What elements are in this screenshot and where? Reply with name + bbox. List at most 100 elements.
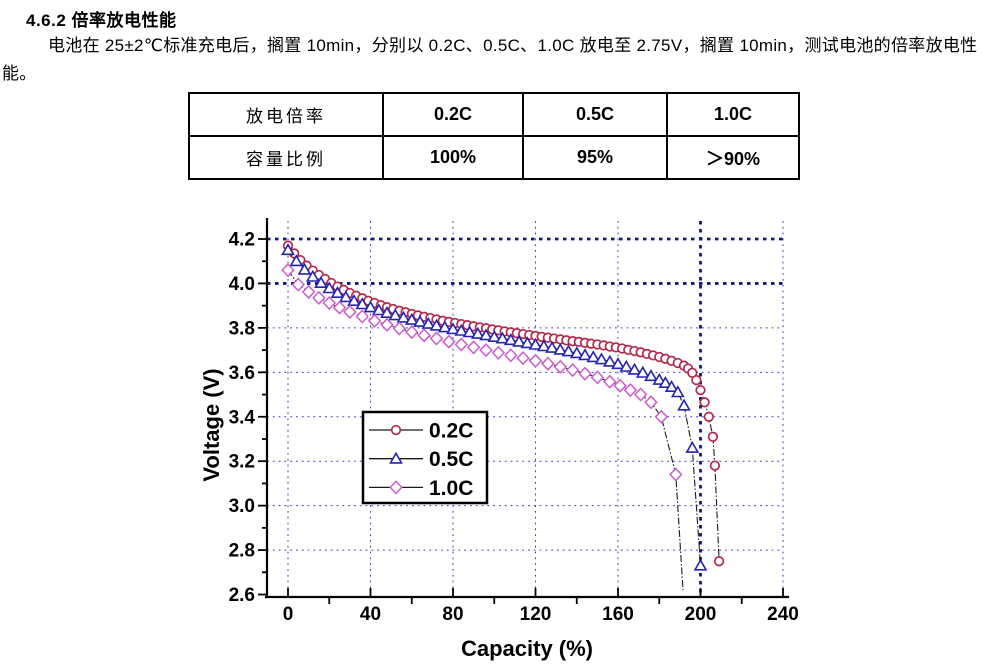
triangle-marker bbox=[545, 340, 559, 353]
discharge-curve-chart: 0 40 80 120 160 200 240 2.6 2.8 3.0 3.2 3.4 3.6 3.8 4… bbox=[199, 218, 799, 661]
triangle-marker bbox=[413, 314, 427, 327]
diamond-marker bbox=[516, 351, 530, 366]
diamond-marker bbox=[389, 480, 403, 495]
legend-label: 0.5C bbox=[429, 448, 473, 471]
triangle-marker bbox=[462, 325, 477, 338]
circle-marker bbox=[390, 424, 402, 436]
diamond-marker bbox=[392, 321, 407, 336]
triangle-marker bbox=[470, 326, 485, 339]
triangle-marker bbox=[594, 352, 609, 365]
triangle-marker bbox=[404, 312, 419, 325]
diamond-marker bbox=[355, 309, 370, 324]
diamond-marker bbox=[491, 345, 506, 360]
triangle-marker bbox=[561, 344, 576, 357]
triangle-marker bbox=[635, 365, 650, 378]
circle-marker bbox=[707, 431, 719, 442]
y-tick-label: 3.8 bbox=[229, 318, 255, 339]
diamond-marker bbox=[429, 331, 444, 346]
triangle-marker bbox=[322, 281, 337, 294]
diamond-marker bbox=[479, 343, 493, 358]
triangle-marker bbox=[586, 350, 601, 363]
value-cell: 100% bbox=[382, 135, 524, 180]
value-cell: ＞90% bbox=[666, 135, 800, 180]
y-tick-label: 3.0 bbox=[229, 496, 255, 517]
triangle-marker bbox=[363, 300, 378, 313]
y-tick-label: 4.2 bbox=[229, 230, 255, 251]
diamond-marker bbox=[654, 409, 669, 424]
triangle-marker bbox=[347, 293, 361, 307]
triangle-marker bbox=[421, 316, 436, 329]
y-tick-label: 3.4 bbox=[229, 407, 256, 428]
diamond-marker bbox=[291, 277, 306, 292]
y-tick-label: 3.2 bbox=[229, 452, 255, 473]
diamond-marker bbox=[504, 348, 518, 363]
triangle-marker bbox=[528, 337, 543, 350]
triangle-marker bbox=[429, 318, 444, 331]
diamond-marker bbox=[312, 290, 326, 305]
table-row: 放电倍率 0.2C 0.5C 1.0C bbox=[188, 92, 800, 137]
triangle-marker bbox=[437, 320, 452, 333]
section-heading: 4.6.2 倍率放电性能 bbox=[26, 11, 177, 30]
triangle-marker bbox=[520, 336, 535, 349]
triangle-marker bbox=[297, 262, 312, 275]
triangle-marker bbox=[578, 348, 592, 361]
diamond-marker bbox=[553, 359, 568, 374]
diamond-marker bbox=[454, 337, 469, 352]
triangle-marker bbox=[652, 372, 667, 385]
triangle-marker bbox=[495, 331, 510, 344]
y-axis-title: Voltage (V) bbox=[199, 368, 224, 481]
circle-marker bbox=[695, 384, 706, 396]
triangle-marker bbox=[281, 243, 295, 256]
y-tick-label: 2.8 bbox=[229, 541, 255, 562]
gridlines bbox=[267, 221, 784, 596]
triangle-marker bbox=[693, 558, 708, 571]
legend-label: 1.0C bbox=[429, 477, 473, 500]
rate-discharge-table-body: 放电倍率 0.2C 0.5C 1.0C 容量比例 100% 95% ＞90% bbox=[188, 92, 800, 180]
series-1.0C bbox=[281, 263, 684, 591]
triangle-marker bbox=[685, 440, 700, 453]
diamond-marker bbox=[669, 467, 683, 482]
x-tick-label: 160 bbox=[602, 604, 634, 625]
diamond-marker bbox=[565, 363, 580, 378]
circle-marker bbox=[713, 556, 725, 567]
triangle-marker bbox=[479, 328, 493, 341]
triangle-marker bbox=[619, 359, 634, 372]
triangle-marker bbox=[338, 290, 353, 303]
triangle-marker bbox=[503, 333, 518, 346]
x-tick-label: 80 bbox=[442, 604, 463, 625]
triangle-marker bbox=[670, 385, 685, 398]
triangle-marker bbox=[371, 303, 386, 316]
body-paragraph: 电池在 25±2℃标准充电后，搁置 10min，分别以 0.2C、0.5C、1.… bbox=[2, 36, 978, 83]
value-cell: 95% bbox=[522, 135, 668, 180]
diamond-marker bbox=[343, 304, 357, 319]
diamond-marker bbox=[301, 284, 316, 299]
triangle-marker bbox=[664, 379, 679, 393]
legend-entry-0.5C: 0.5C bbox=[369, 448, 473, 471]
triangle-marker bbox=[396, 310, 411, 323]
legend-entry-1.0C: 1.0C bbox=[369, 477, 473, 500]
data-series bbox=[281, 240, 725, 591]
chart-legend: 0.2C 0.5C 1.0C bbox=[361, 410, 489, 505]
triangle-marker bbox=[388, 308, 403, 321]
diamond-marker bbox=[528, 353, 543, 368]
diamond-marker bbox=[322, 295, 337, 311]
triangle-marker bbox=[602, 354, 617, 367]
triangle-marker bbox=[314, 275, 328, 289]
diamond-marker bbox=[623, 383, 638, 398]
axes: 0 40 80 120 160 200 240 2.6 2.8 3.0 3.2 3.4 3.6 3.8 4… bbox=[199, 218, 799, 661]
value-cell: 0.2C bbox=[382, 92, 524, 137]
triangle-marker bbox=[330, 285, 345, 299]
triangle-marker bbox=[305, 269, 320, 282]
triangle-marker bbox=[627, 362, 642, 375]
y-tick-label: 2.6 bbox=[229, 585, 255, 606]
y-tick-labels: 2.6 2.8 3.0 3.2 3.4 3.6 3.8 4.0 4.2 bbox=[229, 230, 256, 607]
diamond-marker bbox=[613, 378, 627, 393]
row-label-cell: 放电倍率 bbox=[188, 92, 384, 137]
x-tick-label: 200 bbox=[685, 604, 717, 625]
row-label-cell: 容量比例 bbox=[188, 135, 384, 180]
diamond-marker bbox=[466, 340, 481, 355]
diamond-marker bbox=[332, 300, 347, 315]
diamond-marker bbox=[281, 263, 295, 278]
x-tick-labels: 0 40 80 120 160 200 240 bbox=[283, 604, 799, 625]
